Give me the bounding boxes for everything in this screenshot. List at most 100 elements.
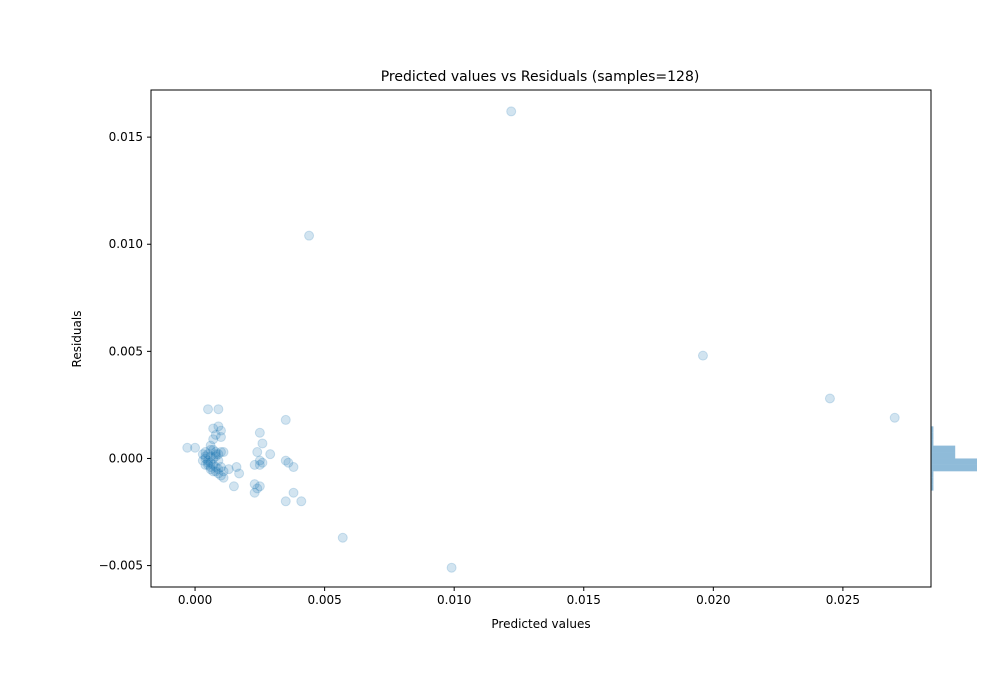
scatter-point-22 (249, 479, 260, 490)
scatter-point-37 (208, 423, 219, 434)
scatter-point-50 (205, 464, 216, 475)
histogram-bar-5 (931, 452, 956, 459)
histogram-bar-4 (931, 458, 977, 465)
scatter-point-5 (446, 562, 457, 573)
scatter-point-29 (223, 464, 234, 475)
scatter-point-49 (205, 462, 216, 473)
scatter-point-31 (218, 466, 229, 477)
y-tick-label-3: 0.010 (109, 237, 143, 251)
scatter-point-68 (205, 451, 216, 462)
scatter-point-73 (197, 455, 208, 466)
scatter-point-33 (215, 425, 226, 436)
x-tick-label-5: 0.025 (826, 593, 860, 607)
scatter-point-56 (210, 451, 221, 462)
histogram-bar-7 (931, 439, 934, 446)
scatter-point-11 (254, 427, 265, 438)
scatter-point-48 (203, 459, 214, 470)
x-tick-label-2: 0.010 (437, 593, 471, 607)
x-axis: 0.000 0.005 0.010 0.015 0.020 0.025 (178, 587, 860, 607)
scatter-point-65 (210, 462, 221, 473)
scatter-point-53 (213, 468, 224, 479)
scatter-point-10 (280, 414, 291, 425)
scatter-point-66 (213, 464, 224, 475)
scatter-point-3 (824, 393, 835, 404)
x-axis-label: Predicted values (491, 617, 590, 631)
scatter-point-57 (213, 449, 224, 460)
scatter-point-17 (249, 459, 260, 470)
scatter-point-14 (252, 447, 263, 458)
scatter-point-69 (203, 449, 214, 460)
scatter-point-23 (252, 483, 263, 494)
scatter-point-63 (205, 457, 216, 468)
scatter-point-15 (254, 455, 265, 466)
scatter-point-52 (210, 466, 221, 477)
histogram-bar-1 (931, 477, 934, 485)
scatter-point-72 (197, 449, 208, 460)
chart-title: Predicted values vs Residuals (samples=1… (381, 69, 700, 85)
scatter-point-58 (215, 447, 226, 458)
scatter-point-36 (203, 404, 214, 415)
scatter-point-44 (200, 451, 211, 462)
scatter-point-24 (254, 481, 265, 492)
y-axis-label: Residuals (70, 311, 84, 368)
scatter-points (182, 106, 900, 573)
scatter-point-21 (288, 462, 299, 473)
y-tick-label-4: 0.015 (109, 130, 143, 144)
histogram-bar-2 (931, 471, 934, 478)
scatter-point-46 (203, 455, 214, 466)
scatter-point-34 (213, 421, 224, 432)
scatter-point-45 (200, 453, 211, 464)
x-tick-label-4: 0.020 (696, 593, 730, 607)
scatter-point-32 (218, 447, 229, 458)
scatter-point-26 (231, 462, 242, 473)
scatter-point-74 (200, 459, 211, 470)
scatter-point-64 (208, 459, 219, 470)
histogram-bar-6 (931, 445, 956, 453)
scatter-point-70 (182, 442, 193, 453)
scatter-point-59 (210, 447, 221, 458)
y-tick-label-2: 0.005 (109, 344, 143, 358)
scatter-point-43 (200, 447, 211, 458)
scatter-point-8 (280, 496, 291, 507)
scatter-point-7 (296, 496, 307, 507)
scatter-point-6 (337, 532, 348, 543)
scatter-point-61 (210, 449, 221, 460)
scatter-point-18 (254, 459, 265, 470)
y-axis: −0.005 0.000 0.005 0.010 0.015 (99, 130, 151, 573)
scatter-point-35 (213, 404, 224, 415)
scatter-point-16 (257, 457, 268, 468)
histogram-bar-8 (931, 432, 934, 440)
scatter-point-2 (697, 350, 708, 361)
residual-histogram (931, 426, 977, 491)
scatter-point-27 (234, 468, 245, 479)
scatter-point-54 (215, 470, 226, 481)
scatter-point-4 (889, 412, 900, 423)
scatter-point-47 (203, 457, 214, 468)
x-tick-label-3: 0.015 (567, 593, 601, 607)
scatter-point-9 (288, 487, 299, 498)
scatter-point-62 (213, 455, 224, 466)
scatter-point-55 (208, 453, 219, 464)
scatter-point-12 (257, 438, 268, 449)
scatter-point-20 (283, 457, 294, 468)
scatter-point-41 (205, 440, 216, 451)
scatter-point-67 (215, 462, 226, 473)
scatter-point-60 (208, 444, 219, 455)
scatter-point-25 (249, 487, 260, 498)
scatter-point-19 (280, 455, 291, 466)
x-tick-label-0: 0.000 (178, 593, 212, 607)
scatter-point-38 (210, 429, 221, 440)
scatter-point-39 (215, 432, 226, 443)
y-tick-label-0: −0.005 (99, 559, 143, 573)
scatter-point-51 (208, 466, 219, 477)
scatter-point-13 (265, 449, 276, 460)
scatter-point-71 (190, 442, 201, 453)
y-tick-label-1: 0.000 (109, 451, 143, 465)
x-tick-label-1: 0.005 (307, 593, 341, 607)
histogram-bar-0 (931, 484, 934, 491)
plot-frame (150, 89, 932, 588)
scatter-point-30 (218, 472, 229, 483)
histogram-bar-9 (931, 426, 934, 433)
